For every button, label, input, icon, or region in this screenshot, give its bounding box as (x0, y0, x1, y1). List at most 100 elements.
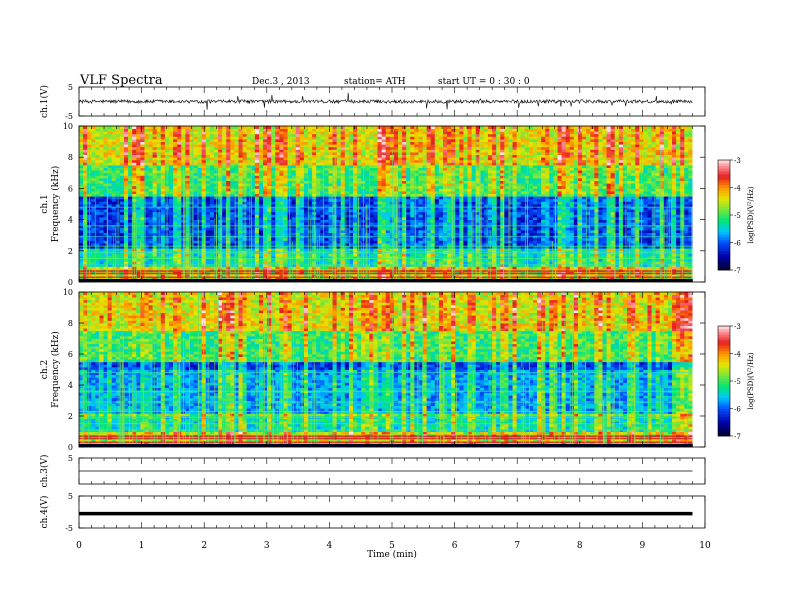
spectrogram-cell (275, 266, 279, 269)
panel-ch1-waveform: 5-5ch.1(V) (39, 83, 705, 121)
spectrogram-cell (308, 230, 312, 233)
spectrogram-cell (177, 175, 181, 178)
spectrogram-cell (386, 217, 390, 220)
spectrogram-cell (214, 144, 218, 147)
spectrogram-cell (230, 181, 234, 184)
spectrogram-cell (79, 230, 83, 233)
spectrogram-cell (259, 220, 263, 223)
spectrogram-cell (292, 170, 296, 173)
spectrogram-cell (226, 204, 230, 207)
spectrogram-cell (173, 168, 177, 171)
spectrogram-cell (402, 178, 406, 181)
spectrogram-cell (373, 191, 377, 194)
spectrogram-cell (206, 129, 210, 132)
spectrogram-cell (369, 144, 373, 147)
spectrogram-cell (234, 139, 238, 142)
spectrogram-cell (337, 129, 341, 132)
spectrogram-cell (144, 165, 148, 168)
spectrogram-cell (324, 209, 328, 212)
spectrogram-cell (259, 196, 263, 199)
spectrogram-cell (116, 160, 120, 163)
spectrogram-cell (202, 160, 206, 163)
spectrogram-cell (112, 152, 116, 155)
spectrogram-cell (108, 165, 112, 168)
spectrogram-cell (91, 131, 95, 134)
spectrogram-cell (279, 168, 283, 171)
spectrogram-cell (206, 201, 210, 204)
spectrogram-cell (337, 253, 341, 256)
spectrogram-cell (206, 212, 210, 215)
spectrogram-cell (173, 188, 177, 191)
spectrogram-cell (324, 217, 328, 220)
spectrogram-cell (194, 248, 198, 251)
spectrogram-cell (112, 196, 116, 199)
spectrogram-cell (218, 126, 222, 129)
spectrogram-cell (136, 165, 140, 168)
spectrogram-cell (353, 170, 357, 173)
spectrogram-cell (369, 155, 373, 158)
spectrogram-cell (328, 134, 332, 137)
spectrogram-cell (382, 199, 386, 202)
spectrogram-cell (210, 139, 214, 142)
spectrogram-cell (312, 181, 316, 184)
spectrogram-cell (279, 142, 283, 145)
spectrogram-cell (79, 147, 83, 150)
spectrogram-cell (369, 126, 373, 129)
spectrogram-cell (206, 196, 210, 199)
spectrogram-cell (83, 238, 87, 241)
spectrogram-cell (247, 204, 251, 207)
spectrogram-cell (259, 240, 263, 243)
spectrogram-cell (378, 144, 382, 147)
spectrogram-cell (316, 214, 320, 217)
spectrogram-cell (300, 230, 304, 233)
spectrogram-cell (259, 227, 263, 230)
spectrogram-cell (304, 170, 308, 173)
spectrogram-cell (304, 142, 308, 145)
spectrogram-cell (161, 217, 165, 220)
spectrogram-cell (373, 214, 377, 217)
spectrogram-cell (275, 134, 279, 137)
spectrogram-cell (386, 155, 390, 158)
spectrogram-cell (247, 175, 251, 178)
spectrogram-cell (353, 191, 357, 194)
spectrogram-cell (108, 173, 112, 176)
spectrogram-cell (95, 178, 99, 181)
spectrogram-cell (337, 209, 341, 212)
spectrogram-cell (382, 147, 386, 150)
spectrogram-cell (341, 220, 345, 223)
spectrogram-cell (226, 129, 230, 132)
spectrogram-cell (369, 147, 373, 150)
spectrogram-cell (239, 160, 243, 163)
spectrogram-cell (218, 142, 222, 145)
spectrogram-cell (402, 220, 406, 223)
spectrogram-cell (243, 142, 247, 145)
spectrogram-cell (173, 204, 177, 207)
spectrogram-cell (345, 170, 349, 173)
spectrogram-cell (198, 126, 202, 129)
spectrogram-cell (316, 191, 320, 194)
spectrogram-cell (95, 173, 99, 176)
spectrogram-cell (140, 181, 144, 184)
spectrogram-cell (169, 240, 173, 243)
spectrogram-cell (169, 134, 173, 137)
spectrogram-cell (214, 134, 218, 137)
spectrogram-cell (230, 183, 234, 186)
spectrogram-cell (194, 238, 198, 241)
spectrogram-cell (149, 266, 153, 269)
spectrogram-cell (218, 129, 222, 132)
spectrogram-cell (316, 204, 320, 207)
spectrogram-cell (394, 134, 398, 137)
spectrogram-cell (144, 170, 148, 173)
spectrogram-cell (275, 149, 279, 152)
spectrogram-cell (247, 220, 251, 223)
spectrogram-cell (230, 220, 234, 223)
spectrogram-cell (263, 136, 267, 139)
spectrogram-cell (169, 209, 173, 212)
spectrogram-cell (304, 217, 308, 220)
spectrogram-cell (120, 170, 124, 173)
spectrogram-cell (149, 144, 153, 147)
spectrogram-cell (202, 199, 206, 202)
spectrogram-cell (239, 266, 243, 269)
spectrogram-cell (132, 188, 136, 191)
spectrogram-cell (275, 222, 279, 225)
